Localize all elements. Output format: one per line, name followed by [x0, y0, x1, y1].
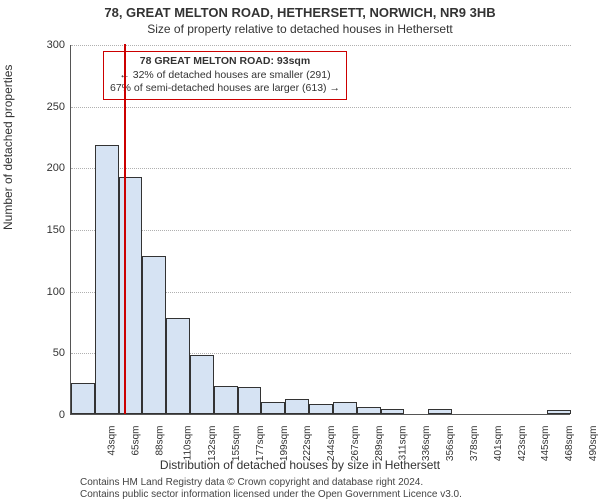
histogram-bar: [142, 256, 166, 414]
footer-line1: Contains HM Land Registry data © Crown c…: [80, 477, 580, 488]
xtick-label: 88sqm: [154, 426, 165, 456]
xtick-label: 423sqm: [517, 426, 528, 462]
histogram-bar: [285, 399, 309, 414]
gridline: [71, 230, 571, 231]
histogram-bar: [309, 404, 333, 414]
xtick-label: 43sqm: [106, 426, 117, 456]
histogram-bar: [71, 383, 95, 414]
xtick-label: 155sqm: [231, 426, 242, 462]
highlight-annotation: 78 GREAT MELTON ROAD: 93sqm ← 32% of det…: [103, 51, 347, 100]
footer-line2: Contains public sector information licen…: [80, 489, 580, 500]
xtick-label: 356sqm: [445, 426, 456, 462]
histogram-bar: [547, 410, 571, 414]
y-axis-label: Number of detached properties: [1, 65, 15, 230]
page-title: 78, GREAT MELTON ROAD, HETHERSETT, NORWI…: [0, 5, 600, 20]
annot-line1: 78 GREAT MELTON ROAD: 93sqm: [110, 55, 340, 69]
xtick-label: 199sqm: [279, 426, 290, 462]
ytick-label: 150: [47, 224, 65, 236]
gridline: [71, 45, 571, 46]
histogram-bar: [95, 145, 119, 414]
xtick-label: 311sqm: [397, 426, 408, 461]
page-subtitle: Size of property relative to detached ho…: [0, 22, 600, 36]
histogram-bar: [238, 387, 262, 414]
xtick-label: 65sqm: [130, 426, 141, 456]
chart-page: 78, GREAT MELTON ROAD, HETHERSETT, NORWI…: [0, 0, 600, 500]
ytick-label: 50: [53, 347, 65, 359]
xtick-label: 244sqm: [326, 426, 337, 462]
histogram-bar: [166, 318, 190, 414]
histogram-bar: [333, 402, 357, 414]
xtick-label: 336sqm: [422, 426, 433, 462]
xtick-label: 490sqm: [588, 426, 599, 462]
xtick-label: 267sqm: [350, 426, 361, 462]
ytick-label: 100: [47, 286, 65, 298]
histogram-bar: [214, 386, 238, 414]
x-axis-label: Distribution of detached houses by size …: [0, 458, 600, 472]
annot-line2: ← 32% of detached houses are smaller (29…: [110, 69, 340, 83]
ytick-label: 0: [59, 409, 65, 421]
histogram-bar: [381, 409, 405, 414]
xtick-label: 132sqm: [207, 426, 218, 462]
histogram-bar: [261, 402, 285, 414]
ytick-label: 250: [47, 101, 65, 113]
histogram-bar: [357, 407, 381, 414]
histogram-bar: [190, 355, 214, 414]
xtick-label: 468sqm: [564, 426, 575, 462]
gridline: [71, 107, 571, 108]
histogram-bar: [119, 177, 143, 414]
histogram-bar: [428, 409, 452, 414]
xtick-label: 110sqm: [183, 426, 194, 461]
xtick-label: 289sqm: [374, 426, 385, 462]
gridline: [71, 168, 571, 169]
xtick-label: 401sqm: [493, 426, 504, 462]
xtick-label: 222sqm: [302, 426, 313, 462]
marker-line: [124, 44, 126, 414]
xtick-label: 445sqm: [541, 426, 552, 462]
ytick-label: 300: [47, 39, 65, 51]
xtick-label: 177sqm: [255, 426, 266, 462]
xtick-label: 378sqm: [469, 426, 480, 462]
annot-line3: 67% of semi-detached houses are larger (…: [110, 82, 340, 96]
ytick-label: 200: [47, 162, 65, 174]
plot-area: 78 GREAT MELTON ROAD: 93sqm ← 32% of det…: [70, 45, 570, 415]
